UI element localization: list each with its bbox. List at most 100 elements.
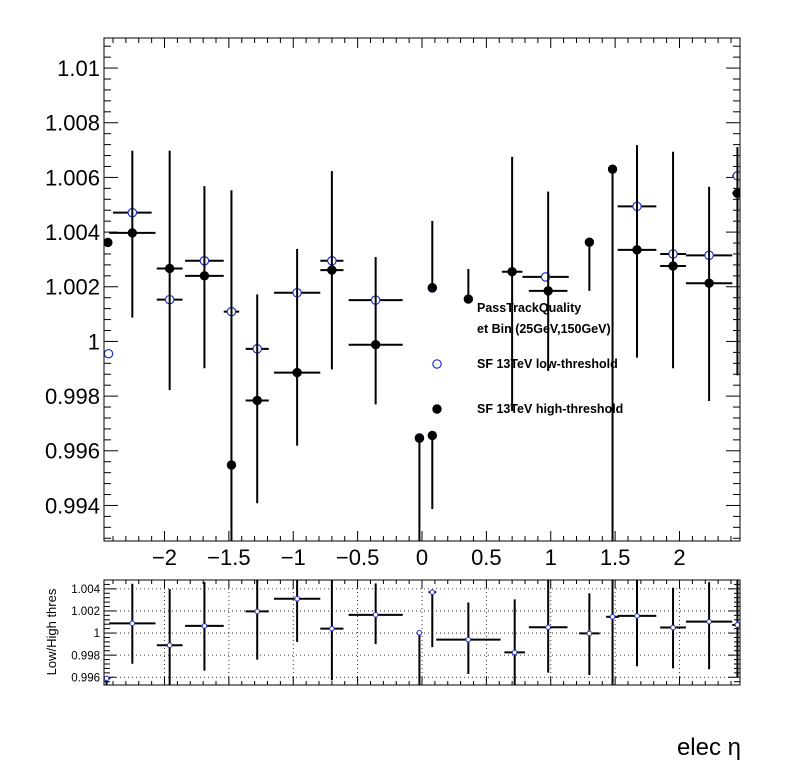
x-tick-label: 1.5: [600, 545, 631, 570]
data-point: [185, 581, 224, 671]
x-tick-label: 0.5: [471, 545, 502, 570]
data-point: [732, 580, 740, 678]
ratio-plot-frame: [103, 579, 741, 686]
x-tick-label: −0.5: [336, 545, 379, 570]
main-x-tick-labels: −2 −1.5 −1 −0.5 0 0.5 1 1.5 2: [152, 545, 686, 570]
data-point: [660, 151, 686, 369]
marker-small-circle: [104, 675, 110, 682]
marker-filled-circle: [607, 164, 618, 174]
marker-filled-circle: [104, 237, 113, 248]
marker-filled-circle: [463, 294, 474, 304]
ratio-y-axis-label: Low/High thres: [44, 588, 59, 675]
marker-filled-circle: [252, 395, 262, 406]
marker-small-circle: [586, 630, 593, 637]
marker-filled-circle: [327, 265, 337, 275]
ratio-y-tick-labels: 0.996 0.998 1 1.002 1.004: [71, 584, 100, 684]
data-point: [156, 589, 183, 685]
marker-filled-circle: [199, 271, 210, 281]
marker-small-circle: [129, 620, 136, 627]
data-point: [607, 164, 618, 541]
data-point: [156, 150, 183, 391]
data-point: [109, 150, 156, 318]
data-point: [732, 147, 740, 376]
data-point: [427, 220, 437, 293]
data-point: [185, 186, 224, 369]
marker-small-circle: [429, 589, 436, 595]
marker-small-circle: [609, 614, 616, 620]
data-point: [320, 171, 344, 370]
marker-small-circle: [465, 636, 472, 643]
marker-small-circle: [294, 595, 300, 602]
data-point: [104, 675, 111, 685]
y-tick-label: 0.996: [45, 439, 100, 464]
y-tick-label: 0.998: [45, 384, 100, 409]
data-point: [685, 186, 733, 402]
marker-filled-circle: [668, 261, 678, 271]
data-point: [528, 191, 568, 371]
legend-marker-high-threshold: [432, 404, 442, 414]
data-point: [660, 587, 686, 669]
marker-small-circle: [201, 623, 208, 629]
data-point: [109, 583, 156, 664]
data-point: [685, 582, 733, 670]
marker-small-circle: [734, 622, 740, 628]
marker-small-circle: [670, 624, 676, 631]
data-point: [436, 602, 501, 674]
main-plot-frame: [103, 37, 741, 542]
legend: SF 13TeV low-threshold SF 13TeV high-thr…: [432, 357, 623, 416]
main-data-points: [104, 145, 740, 541]
y-tick-label: 1.004: [71, 584, 100, 596]
main-y-tick-labels: 0.994 0.996 0.998 1 1.002 1.004 1.006 1.008 1.01: [45, 56, 100, 518]
y-tick-label: 0.996: [71, 672, 100, 684]
data-point: [348, 583, 403, 645]
data-point: [273, 580, 321, 642]
y-tick-label: 1.004: [45, 220, 100, 245]
x-tick-label: 1: [545, 545, 557, 570]
marker-filled-circle: [507, 267, 517, 277]
data-point: [348, 256, 403, 405]
marker-filled-circle: [414, 433, 425, 443]
main-axis-ticks: [104, 38, 740, 541]
y-tick-label: 1.002: [71, 606, 100, 618]
marker-small-circle: [634, 613, 640, 619]
marker-open-circle: [104, 348, 114, 359]
marker-small-circle: [545, 624, 551, 631]
data-point: [427, 430, 437, 510]
main-plot-panel: 0.994 0.996 0.998 1 1.002 1.004 1.006 1.008 1.01…: [45, 37, 741, 570]
y-tick-label: 1.006: [45, 165, 100, 190]
data-point: [617, 145, 657, 358]
data-point: [428, 589, 437, 648]
data-point: [226, 190, 237, 541]
x-tick-label: −2: [152, 545, 177, 570]
marker-filled-circle: [226, 460, 237, 470]
marker-filled-circle: [584, 237, 595, 247]
data-point: [245, 294, 269, 504]
data-point: [463, 268, 474, 304]
marker-filled-circle: [543, 286, 553, 296]
marker-small-circle: [706, 618, 712, 625]
data-point: [416, 629, 423, 685]
marker-small-circle: [372, 612, 379, 618]
ratio-axis-ticks: [104, 579, 740, 685]
data-point: [606, 580, 619, 685]
y-tick-label: 1.008: [45, 111, 100, 136]
x-axis-label: elec η: [677, 734, 741, 761]
x-tick-label: 0: [416, 545, 428, 570]
marker-filled-circle: [732, 188, 740, 198]
ratio-data-points: [104, 580, 740, 685]
data-point: [501, 156, 523, 412]
data-point: [104, 348, 114, 359]
data-point: [579, 593, 600, 675]
marker-filled-circle: [370, 340, 381, 350]
marker-filled-circle: [164, 263, 175, 274]
data-point: [504, 599, 525, 685]
data-point: [245, 580, 269, 660]
x-tick-label: −1: [281, 545, 306, 570]
y-tick-label: 1.01: [57, 56, 100, 81]
data-point: [617, 580, 657, 667]
marker-filled-circle: [632, 245, 642, 255]
x-tick-label: 2: [673, 545, 685, 570]
y-tick-label: 0.998: [71, 650, 100, 662]
ratio-plot-panel: 0.996 0.998 1 1.002 1.004 Low/High thres: [44, 579, 741, 686]
data-point: [104, 237, 113, 248]
